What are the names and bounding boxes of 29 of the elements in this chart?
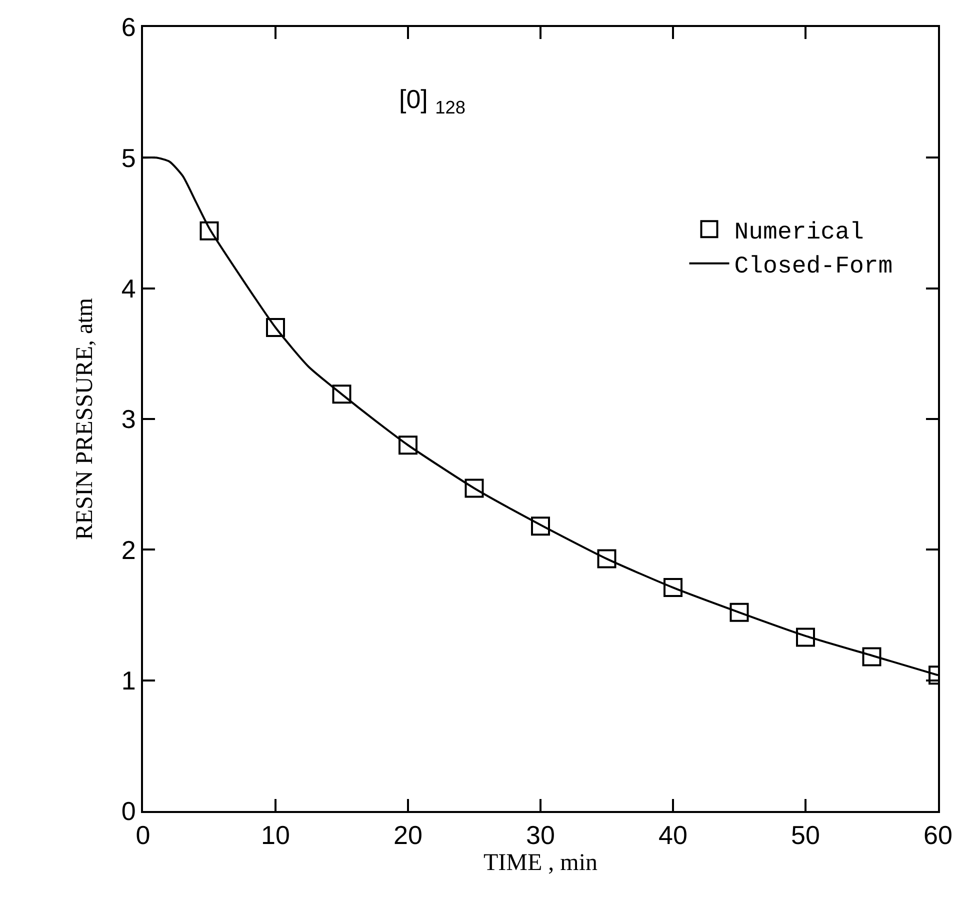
x-tick-label: 10 [261, 820, 290, 850]
point [796, 628, 815, 647]
point [531, 516, 550, 536]
y-tick-label: 5 [121, 142, 136, 173]
x-tick-label: 20 [394, 820, 422, 850]
y-tick-label: 3 [121, 404, 136, 434]
point [597, 549, 616, 568]
point [730, 602, 749, 622]
annotation: [0]$_{128}$ [399, 84, 466, 118]
x-tick-label: 30 [526, 820, 555, 850]
x-tick-label: 50 [791, 820, 820, 850]
x-tick-label: 40 [658, 820, 688, 850]
legend-label: Numerical [734, 219, 864, 246]
point [398, 436, 418, 455]
x-tick-label: 60 [924, 820, 952, 850]
legend-label: Closed-Form [734, 254, 893, 281]
point [664, 578, 682, 598]
point [266, 318, 285, 338]
y-tick-label: 6 [121, 12, 136, 42]
y-tick-label: 4 [121, 273, 136, 304]
y-tick-label: 2 [121, 534, 136, 565]
y-tick-label: 0 [121, 796, 136, 826]
point [862, 647, 882, 666]
x-axis-title: TIME , min [484, 850, 598, 876]
point [200, 221, 219, 240]
y-axis-title: RESIN PRESSURE, atm [72, 298, 98, 540]
y-tick-label: 1 [121, 665, 136, 696]
point [464, 478, 484, 498]
point [332, 384, 352, 404]
